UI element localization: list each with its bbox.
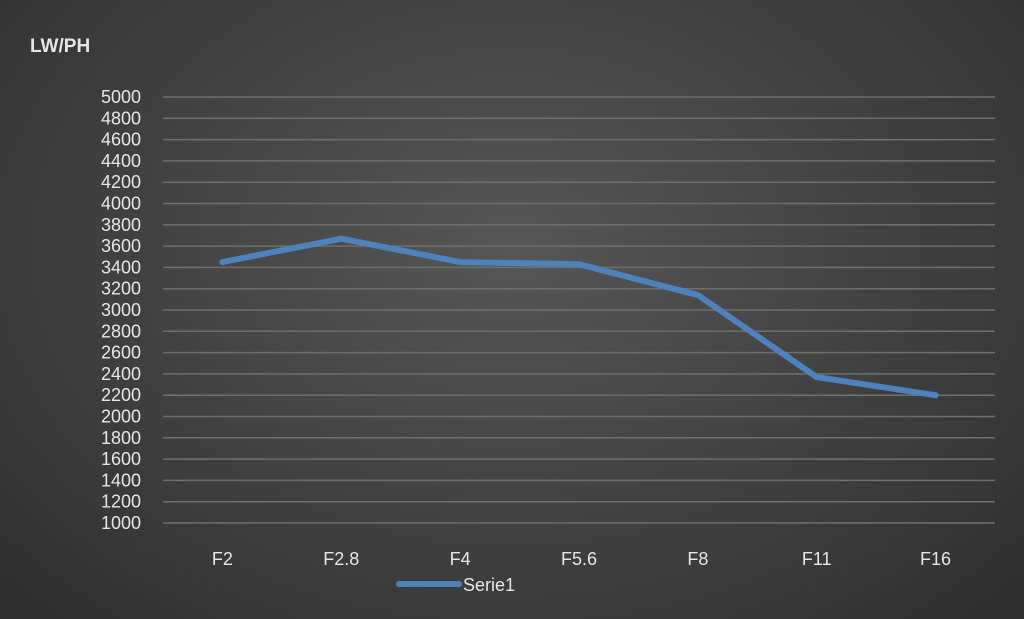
y-tick-label: 4600 [101, 130, 141, 150]
x-tick-label: F8 [687, 549, 708, 569]
x-axis-ticks: F2 F2.8 F4 F5.6 F8 F11 F16 [212, 549, 951, 569]
y-tick-label: 2400 [101, 364, 141, 384]
data-point [813, 374, 820, 381]
x-tick-label: F16 [920, 549, 951, 569]
y-tick-label: 1600 [101, 449, 141, 469]
x-tick-label: F5.6 [561, 549, 597, 569]
y-tick-label: 2800 [101, 321, 141, 341]
y-tick-label: 4800 [101, 108, 141, 128]
y-tick-label: 3200 [101, 279, 141, 299]
y-tick-label: 3800 [101, 215, 141, 235]
y-tick-label: 2000 [101, 407, 141, 427]
y-tick-label: 2200 [101, 385, 141, 405]
y-axis-ticks: 1000120014001600180020002200240026002800… [101, 87, 141, 533]
legend: Serie1 [396, 575, 515, 595]
data-point [338, 235, 345, 242]
x-tick-label: F2 [212, 549, 233, 569]
y-axis-title: LW/PH [30, 36, 90, 57]
y-tick-label: 5000 [101, 87, 141, 107]
y-tick-label: 3600 [101, 236, 141, 256]
y-tick-label: 1000 [101, 513, 141, 533]
y-tick-label: 3000 [101, 300, 141, 320]
y-tick-label: 1200 [101, 492, 141, 512]
y-tick-label: 4200 [101, 172, 141, 192]
y-tick-label: 3400 [101, 257, 141, 277]
data-point [932, 392, 939, 399]
y-tick-label: 4000 [101, 194, 141, 214]
x-tick-label: F2.8 [323, 549, 359, 569]
y-tick-label: 1400 [101, 470, 141, 490]
legend-label: Serie1 [463, 575, 515, 595]
x-tick-label: F4 [450, 549, 471, 569]
gridlines [163, 96, 995, 524]
data-point [694, 292, 701, 299]
data-point [457, 259, 464, 266]
x-tick-label: F11 [802, 549, 832, 569]
series-lines [219, 235, 939, 399]
y-tick-label: 1800 [101, 428, 141, 448]
y-tick-label: 2600 [101, 343, 141, 363]
data-point [576, 261, 582, 268]
y-tick-label: 4400 [101, 151, 141, 171]
data-point [219, 259, 226, 266]
